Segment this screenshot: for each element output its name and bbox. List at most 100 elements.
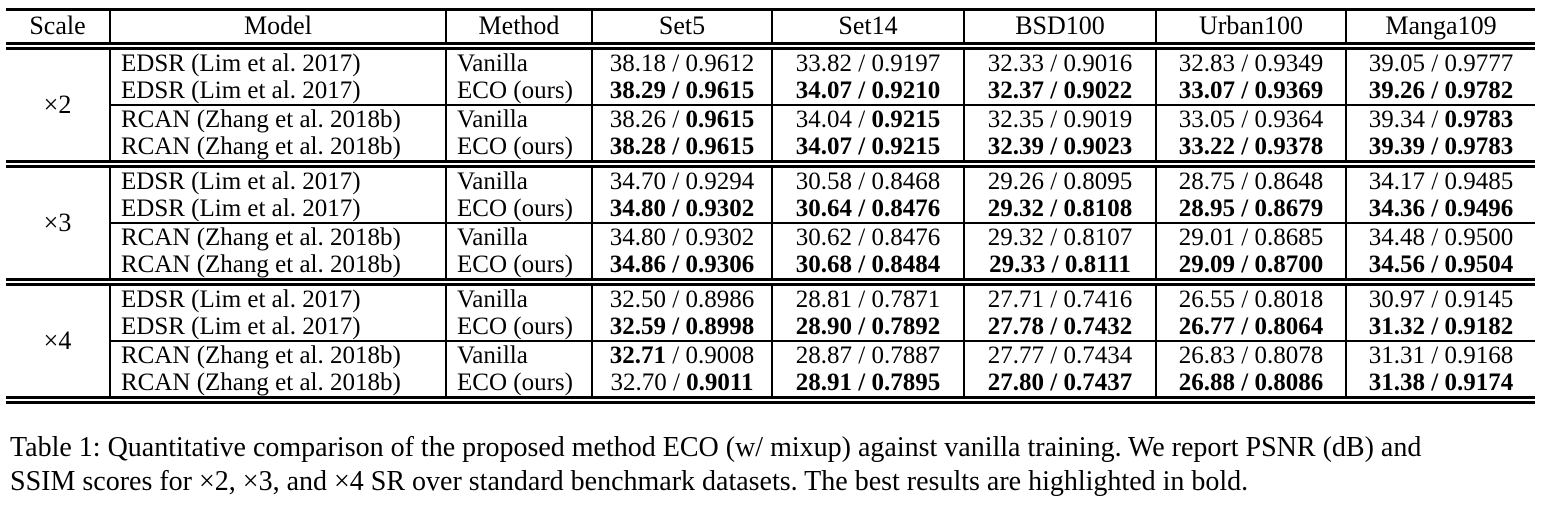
metric-cell: 33.22 / 0.9378 [1155,132,1346,164]
psnr-ssim-separator: / [666,194,686,222]
ssim-value: 0.9210 [871,76,941,104]
scale-cell: ×2 [6,41,110,164]
psnr-value: 27.77 [987,341,1045,369]
metric-cell: 32.35 / 0.9019 [963,103,1156,133]
psnr-ssim-separator: / [852,312,872,340]
method-cell: ECO (ours) [445,312,592,341]
results-table: Scale Model Method Set5 Set14 BSD100 Urb… [6,8,1535,404]
psnr-ssim-separator: / [666,105,686,133]
psnr-ssim-separator: / [852,368,872,396]
metric-cell: 32.59 / 0.8998 [591,312,772,341]
psnr-ssim-separator: / [1235,194,1255,222]
scale-group: ×3 EDSR (Lim et al. 2017) Vanilla 34.70 / 0… [6,159,1535,282]
psnr-value: 38.28 [609,132,667,160]
metric-cell: 28.75 / 0.8648 [1155,159,1346,195]
psnr-value: 34.07 [795,76,853,104]
model-cell: EDSR (Lim et al. 2017) [109,277,446,313]
psnr-ssim-separator: / [666,368,687,396]
psnr-ssim-separator: / [666,285,686,313]
metric-cell: 33.82 / 0.9197 [771,41,964,77]
psnr-ssim-separator: / [852,132,872,160]
ssim-value: 0.8648 [1254,167,1324,195]
psnr-value: 28.90 [795,312,853,340]
psnr-value: 34.56 [1368,250,1426,278]
ssim-value: 0.8685 [1254,223,1324,251]
col-header-set14: Set14 [771,9,964,50]
ssim-value: 0.8468 [871,167,941,195]
ssim-value: 0.9504 [1444,250,1514,278]
metric-cell: 32.83 / 0.9349 [1155,41,1346,77]
metric-cell: 38.18 / 0.9612 [591,41,772,77]
psnr-value: 34.48 [1368,223,1426,251]
psnr-value: 39.39 [1368,132,1426,160]
psnr-value: 32.71 [609,341,667,369]
col-header-manga109: Manga109 [1345,9,1535,50]
psnr-ssim-separator: / [1044,368,1064,396]
psnr-value: 29.33 [989,250,1046,278]
ssim-value: 0.8700 [1254,250,1324,278]
table-row: EDSR (Lim et al. 2017) ECO (ours) 38.29 / … [6,76,1535,105]
psnr-ssim-separator: / [1044,49,1064,77]
col-header-bsd100: BSD100 [963,9,1156,50]
psnr-ssim-separator: / [1425,194,1445,222]
psnr-value: 38.26 [609,105,667,133]
metric-cell: 26.77 / 0.8064 [1155,312,1346,341]
ssim-value: 0.9777 [1444,49,1514,77]
psnr-value: 34.86 [609,250,667,278]
psnr-ssim-separator: / [1425,285,1445,313]
col-header-model: Model [109,9,446,50]
psnr-ssim-separator: / [1044,167,1064,195]
table-row: RCAN (Zhang et al. 2018b) ECO (ours) 38.28… [6,132,1535,164]
psnr-value: 34.80 [609,223,667,251]
method-cell: ECO (ours) [445,368,592,400]
psnr-ssim-separator: / [666,76,686,104]
ssim-value: 0.9378 [1254,132,1324,160]
metric-cell: 30.58 / 0.8468 [771,159,964,195]
ssim-value: 0.9782 [1444,76,1514,104]
psnr-ssim-separator: / [1235,223,1255,251]
psnr-value: 30.68 [795,250,853,278]
psnr-value: 29.26 [987,167,1045,195]
psnr-ssim-separator: / [1235,132,1255,160]
psnr-ssim-separator: / [1044,76,1064,104]
metric-cell: 38.29 / 0.9615 [591,76,772,105]
model-cell: RCAN (Zhang et al. 2018b) [109,221,446,251]
psnr-ssim-separator: / [852,223,872,251]
psnr-ssim-separator: / [1044,105,1064,133]
method-cell: Vanilla [445,41,592,77]
ssim-value: 0.9612 [685,49,755,77]
ssim-value: 0.8086 [1254,368,1324,396]
model-cell: EDSR (Lim et al. 2017) [109,76,446,105]
ssim-value: 0.8018 [1254,285,1324,313]
psnr-ssim-separator: / [1425,76,1445,104]
psnr-ssim-separator: / [1425,105,1445,133]
metric-cell: 32.39 / 0.9023 [963,132,1156,164]
ssim-value: 0.7434 [1063,341,1133,369]
ssim-value: 0.9023 [1063,132,1133,160]
method-cell: Vanilla [445,339,592,369]
ssim-value: 0.9168 [1444,341,1514,369]
ssim-value: 0.9016 [1063,49,1133,77]
psnr-value: 34.80 [609,194,667,222]
metric-cell: 34.17 / 0.9485 [1345,159,1535,195]
psnr-value: 31.31 [1368,341,1426,369]
metric-cell: 34.07 / 0.9210 [771,76,964,105]
psnr-value: 27.78 [987,312,1045,340]
metric-cell: 32.70 / 0.9011 [591,368,772,400]
psnr-value: 34.17 [1368,167,1426,195]
ssim-value: 0.8476 [871,194,941,222]
psnr-ssim-separator: / [1425,49,1445,77]
psnr-value: 28.95 [1178,194,1236,222]
col-header-urban100: Urban100 [1155,9,1346,50]
model-cell: EDSR (Lim et al. 2017) [109,159,446,195]
ssim-value: 0.9294 [685,167,755,195]
header-row: Scale Model Method Set5 Set14 BSD100 Urb… [6,9,1535,50]
metric-cell: 34.48 / 0.9500 [1345,221,1535,251]
ssim-value: 0.9485 [1444,167,1514,195]
metric-cell: 34.80 / 0.9302 [591,194,772,223]
psnr-ssim-separator: / [1044,132,1064,160]
metric-cell: 30.62 / 0.8476 [771,221,964,251]
method-cell: ECO (ours) [445,132,592,164]
ssim-value: 0.7416 [1063,285,1133,313]
psnr-ssim-separator: / [666,312,686,340]
